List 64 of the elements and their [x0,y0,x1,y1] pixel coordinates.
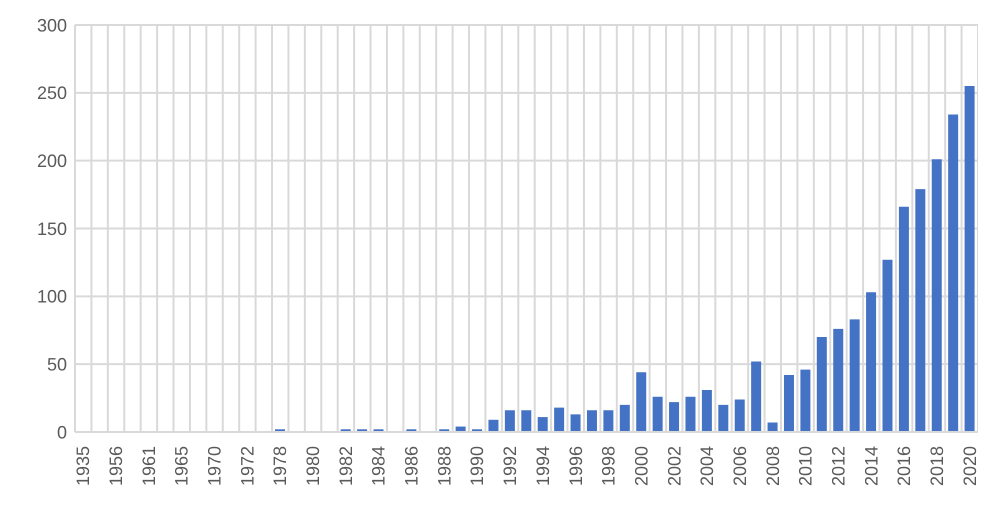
bar [504,410,515,432]
x-tick-label: 1982 [336,446,356,486]
bar [538,417,548,432]
y-tick-label: 100 [36,286,67,307]
bar [685,396,696,432]
bar [636,372,646,432]
bar [784,375,794,432]
x-tick-label: 1972 [237,446,258,486]
y-tick-label: 0 [56,422,67,442]
y-tick-label: 300 [36,15,67,36]
x-tick-label: 1961 [138,446,159,486]
bar [586,410,597,432]
bar [932,159,942,432]
bar [948,114,958,432]
x-tick-label: 1970 [204,446,225,486]
bar [816,337,827,432]
bar [833,328,844,432]
x-tick-label: 1998 [598,446,619,486]
bar [620,404,630,432]
x-tick-label: 1996 [566,446,586,486]
x-tick-label: 2016 [894,446,914,486]
x-tick-label: 2012 [828,446,848,486]
y-tick-label: 150 [36,218,67,239]
bar [882,260,892,432]
bar [554,408,564,432]
bar [488,420,498,432]
x-tick-label: 1980 [303,446,324,486]
x-tick-label: 2000 [631,446,652,486]
bar [702,390,712,432]
x-tick-label: 2018 [926,446,947,486]
x-tick-label: 2008 [762,446,783,486]
x-tick-label: 2014 [861,446,882,486]
x-tick-label: 2002 [664,446,684,486]
x-tick-label: 2006 [730,446,750,486]
x-tick-label: 1965 [172,446,192,486]
x-tick-label: 1984 [368,446,389,486]
bar [964,86,975,432]
x-tick-label: 1994 [532,446,553,486]
bar [718,404,728,432]
x-tick-label: 2020 [960,446,980,486]
bar [734,399,745,432]
bar [915,189,926,432]
bar [800,370,810,432]
bar [652,396,663,432]
bar [898,206,909,432]
bar [866,292,876,432]
x-tick-label: 1978 [270,446,290,486]
x-tick-label: 2004 [697,446,718,486]
x-tick-label: 1990 [467,446,488,486]
y-tick-label: 250 [36,83,67,104]
bar [570,414,581,432]
bar [669,402,680,432]
x-tick-label: 1992 [500,446,520,486]
bar [751,361,762,432]
x-tick-label: 1956 [106,446,126,486]
bar [521,410,532,432]
bar [850,319,860,432]
y-tick-label: 50 [46,354,67,375]
x-tick-label: 1988 [434,446,454,486]
x-tick-label: 1935 [73,446,94,486]
y-tick-label: 200 [36,151,67,172]
bar [603,410,614,432]
x-tick-label: 2010 [796,446,816,486]
x-tick-label: 1986 [402,446,422,486]
